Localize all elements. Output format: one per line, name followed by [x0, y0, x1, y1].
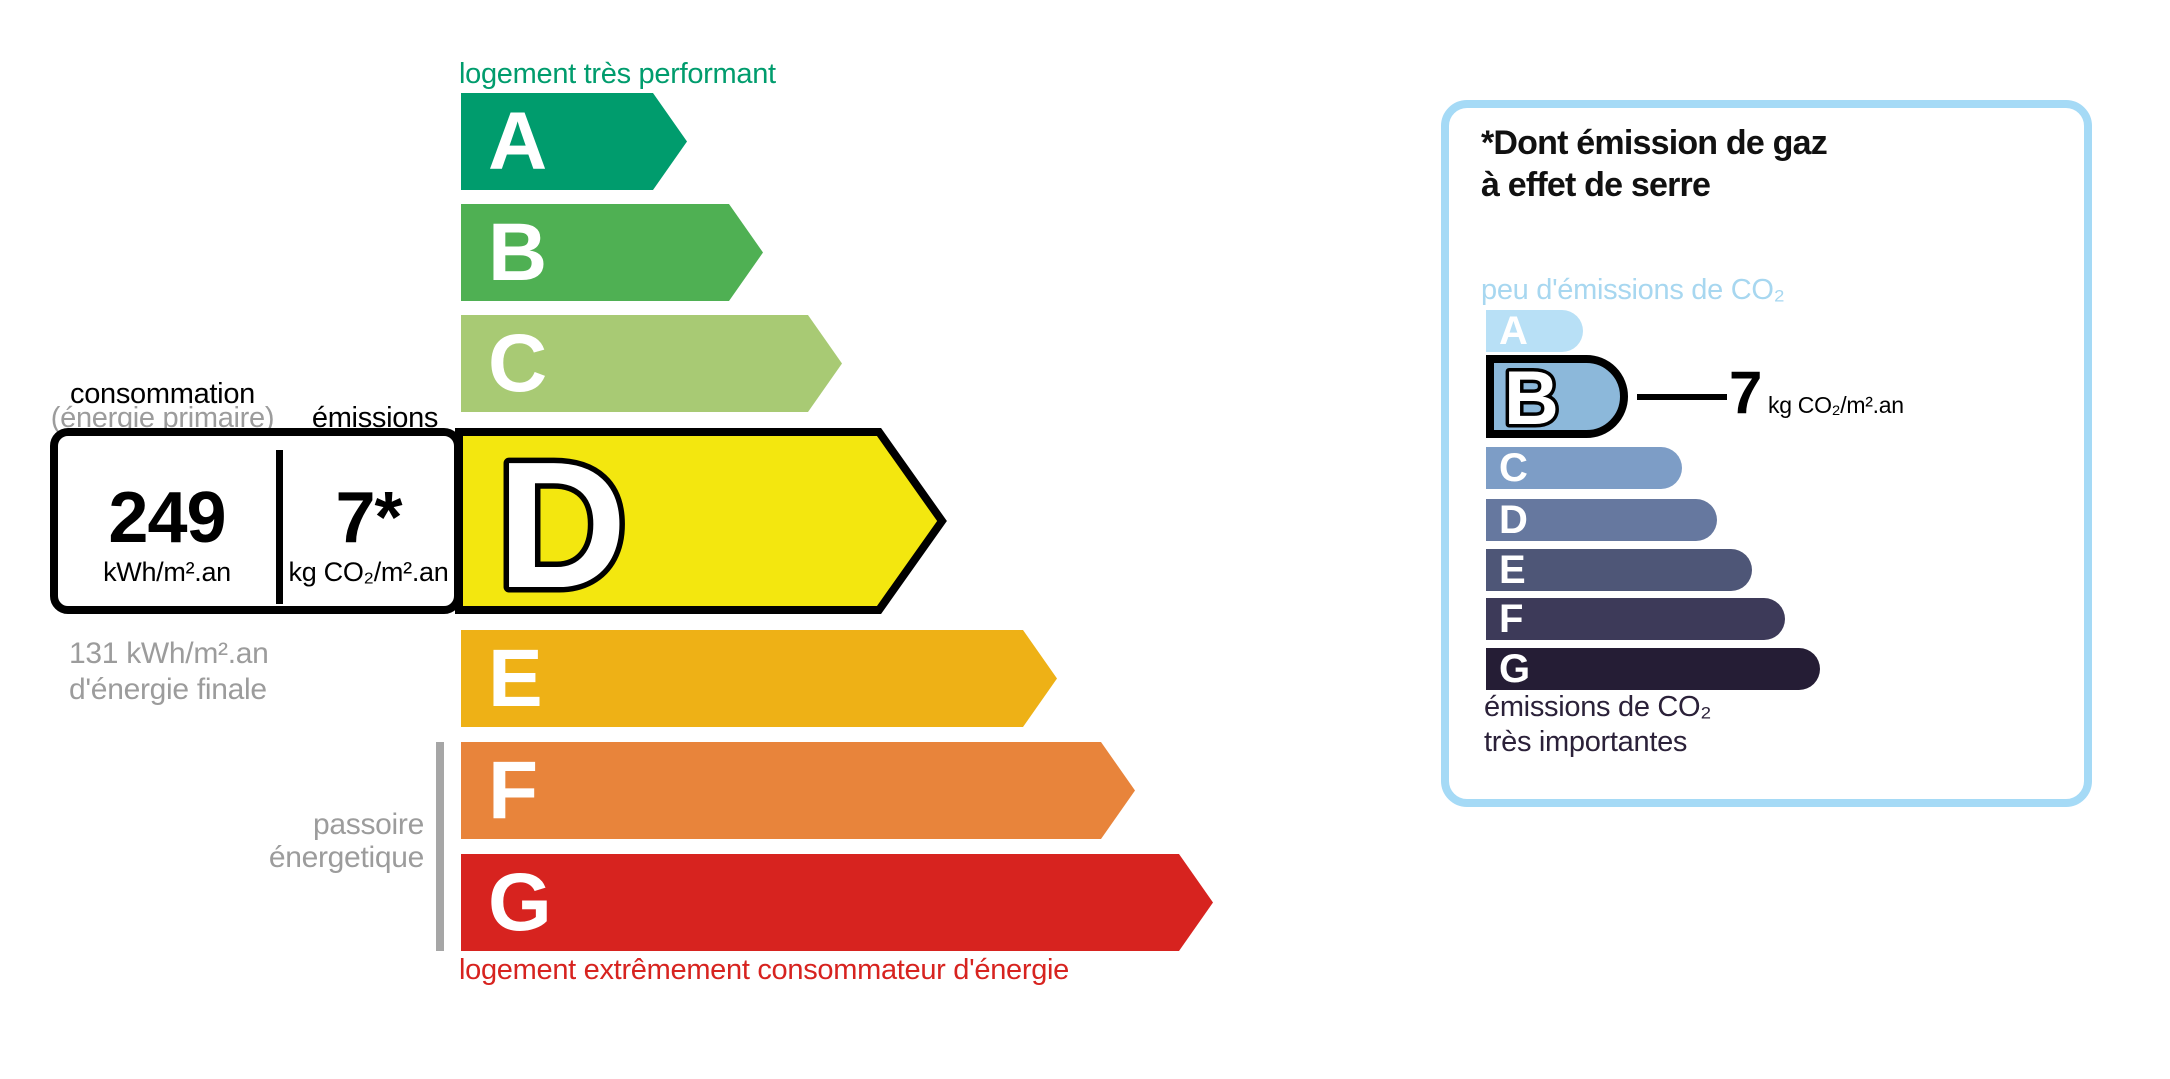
final-energy-note: 131 kWh/m².an d'énergie finale — [69, 636, 269, 708]
co2-value-unit: kg CO₂/m².an — [1768, 392, 1904, 418]
energy-arrow-c-letter: C — [488, 317, 547, 409]
final-energy-line2: d'énergie finale — [69, 673, 267, 706]
co2-value: 7 — [1729, 359, 1763, 426]
emissions-unit: kg CO₂/m².an — [288, 557, 449, 587]
energy-arrow-d-selected: D — [455, 428, 947, 614]
emissions-value: 7* — [335, 478, 402, 558]
co2-bar-a: A — [1486, 310, 1583, 352]
sieve-bracket-bar — [436, 742, 444, 951]
co2-panel-title: *Dont émission de gaz à effet de serre — [1481, 122, 1828, 206]
energy-arrow-b: B — [461, 204, 763, 301]
co2-rating-letter: B — [1504, 363, 1559, 430]
co2-title-line1: *Dont émission de gaz — [1481, 124, 1828, 162]
energy-rating-letter: D — [497, 428, 627, 614]
energy-sieve-label: passoire énergetique — [230, 808, 424, 874]
co2-bar-c: C — [1486, 447, 1682, 489]
box-divider — [276, 450, 283, 604]
energy-arrow-a: A — [461, 93, 687, 190]
energy-arrow-f: F — [461, 742, 1135, 839]
co2-bar-f: F — [1486, 598, 1785, 640]
consumption-value: 249 — [108, 478, 226, 558]
co2-bar-b-selected: B — [1486, 353, 1628, 445]
very-performant-label: logement très performant — [459, 58, 776, 90]
co2-bar-e-letter: E — [1499, 548, 1526, 592]
energy-arrow-e: E — [461, 630, 1057, 727]
energy-arrow-b-letter: B — [488, 206, 547, 298]
co2-bar-f-letter: F — [1499, 597, 1524, 641]
co2-bar-g-letter: G — [1499, 647, 1530, 691]
co2-bar-a-letter: A — [1499, 309, 1528, 353]
co2-low-label: peu d'émissions de CO₂ — [1481, 274, 1785, 306]
co2-bar-d-letter: D — [1499, 498, 1528, 542]
co2-bar-e: E — [1486, 549, 1752, 591]
energy-arrow-c: C — [461, 315, 842, 412]
co2-bar-g: G — [1486, 648, 1820, 690]
co2-rating-letter-svg: B — [1501, 353, 1563, 445]
energy-arrow-e-letter: E — [488, 632, 543, 724]
consumption-label: consommation — [70, 378, 255, 410]
sieve-line2: énergetique — [268, 841, 424, 874]
co2-high-line2: très importantes — [1484, 726, 1688, 758]
final-energy-line1: 131 kWh/m².an — [69, 637, 269, 670]
emissions-cell: 7* kg CO₂/m².an — [283, 436, 454, 606]
co2-bar-d: D — [1486, 499, 1717, 541]
co2-title-line2: à effet de serre — [1481, 166, 1711, 204]
co2-high-line1: émissions de CO₂ — [1484, 691, 1712, 723]
consumption-cell: 249 kWh/m².an — [58, 436, 276, 606]
sieve-line1: passoire — [313, 808, 424, 841]
consumption-unit: kWh/m².an — [103, 557, 231, 587]
rating-values-box: 249 kWh/m².an 7* kg CO₂/m².an — [50, 428, 462, 614]
co2-bar-c-letter: C — [1499, 446, 1528, 490]
energy-arrow-f-letter: F — [488, 744, 538, 836]
energy-arrow-a-letter: A — [488, 95, 547, 187]
co2-high-label: émissions de CO₂ très importantes — [1484, 690, 1712, 760]
energy-arrow-g: G — [461, 854, 1213, 951]
co2-value-pointer-line — [1637, 394, 1727, 400]
energy-arrow-g-letter: G — [488, 856, 552, 948]
extreme-consumer-label: logement extrêmement consommateur d'éner… — [459, 954, 1070, 986]
